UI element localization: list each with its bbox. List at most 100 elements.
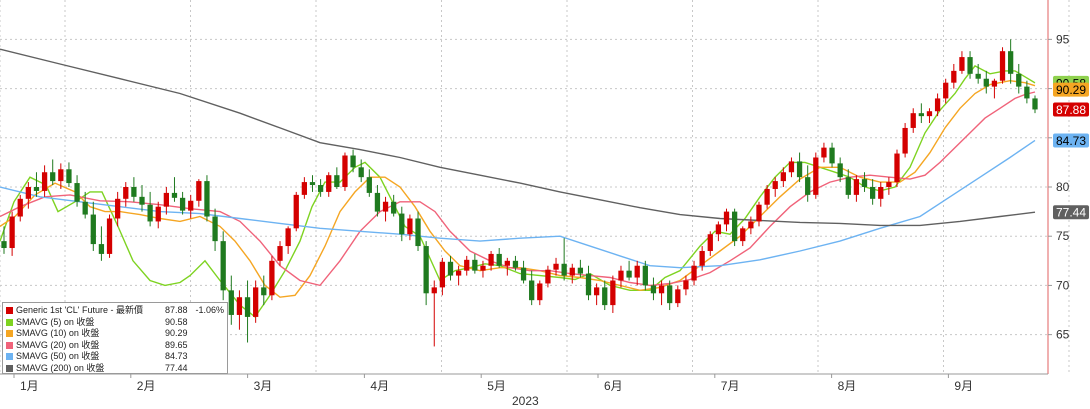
candle-body	[488, 253, 494, 266]
legend-series-value: 89.65	[164, 339, 188, 350]
candle-body	[756, 204, 762, 222]
candle-body	[334, 175, 340, 187]
candle-body	[723, 211, 730, 225]
candle-body	[407, 218, 413, 235]
candle-body	[464, 259, 470, 271]
candle-body	[171, 192, 178, 198]
candle-body	[123, 187, 129, 199]
candle-body	[593, 287, 600, 296]
candle-body	[796, 161, 803, 178]
candle-body	[553, 263, 559, 270]
y-tick-label: 70	[1056, 278, 1070, 292]
candle-body	[715, 224, 722, 235]
candle-body	[577, 267, 584, 274]
price-tag-label: 77.44	[1056, 206, 1086, 220]
candle-body	[902, 127, 908, 154]
candle-body	[845, 177, 851, 195]
legend-swatch	[6, 364, 13, 372]
candle-body	[66, 169, 72, 184]
x-tick-label: 2月	[137, 379, 156, 393]
y-tick-label: 65	[1056, 328, 1070, 342]
candle-body	[41, 172, 48, 191]
legend-swatch	[6, 318, 13, 326]
candle-body	[415, 218, 421, 247]
candle-body	[472, 259, 478, 271]
candle-body	[131, 187, 137, 197]
candle-body	[82, 201, 88, 215]
candle-body	[650, 285, 657, 294]
price-tag-label: 84.73	[1056, 134, 1086, 148]
legend-series-name: SMAVG (5) on 收盤	[16, 316, 95, 327]
candle-body	[512, 260, 519, 268]
candle-body	[33, 187, 40, 191]
candle-body	[707, 234, 713, 251]
candle-body	[17, 198, 23, 217]
x-tick-label: 7月	[721, 379, 740, 393]
x-tick-label: 6月	[604, 379, 623, 393]
candle-body	[934, 98, 941, 112]
candle-body	[991, 80, 998, 87]
candle-body	[496, 253, 502, 266]
candle-body	[342, 155, 348, 187]
candle-body	[90, 214, 96, 245]
candle-body	[967, 57, 973, 74]
candle-body	[358, 167, 364, 178]
candle-body	[163, 192, 170, 207]
legend-series-name: SMAVG (200) on 收盤	[16, 362, 105, 373]
candle-body	[504, 260, 510, 266]
candle-body	[805, 177, 811, 195]
candle-body	[569, 267, 575, 276]
candle-body	[642, 265, 648, 286]
candle-body	[179, 197, 186, 211]
y-tick-label: 95	[1056, 32, 1070, 46]
series-line	[0, 79, 1036, 298]
candle-body	[228, 290, 234, 315]
candle-body	[326, 175, 332, 192]
candle-body	[959, 57, 965, 71]
series-line	[0, 65, 1036, 318]
candle-body	[691, 265, 697, 281]
candle-body	[391, 201, 397, 214]
legend-swatch	[6, 307, 13, 315]
candle-body	[236, 297, 243, 315]
candle-body	[480, 265, 486, 271]
year-label: 2023	[512, 394, 539, 408]
candle-body	[399, 213, 405, 235]
candle-body	[147, 204, 153, 222]
candle-body	[780, 172, 786, 182]
candle-body	[529, 280, 535, 301]
candle-body	[309, 182, 316, 186]
legend-title: Generic 1st 'CL' Future - 最新價	[16, 305, 143, 315]
legend-series-value: 77.44	[164, 362, 188, 373]
candle-body	[602, 287, 608, 306]
legend-series-name: SMAVG (50) on 收盤	[16, 351, 100, 361]
candle-body	[772, 181, 778, 189]
candle-body	[894, 153, 900, 183]
candle-body	[74, 183, 80, 202]
price-tag-label: 87.88	[1056, 103, 1086, 117]
candle-body	[374, 192, 381, 212]
legend-title-change: -1.06%	[195, 305, 224, 315]
candle-body	[618, 270, 624, 281]
candle-body	[1024, 86, 1030, 99]
x-tick-label: 4月	[370, 379, 389, 393]
candle-body	[25, 187, 31, 199]
candle-body	[788, 161, 795, 173]
candle-body	[317, 185, 324, 192]
x-tick-label: 5月	[487, 379, 506, 393]
candle-body	[204, 181, 210, 217]
candle-body	[610, 280, 616, 306]
candle-body	[926, 111, 933, 117]
candle-body	[261, 287, 267, 296]
candle-body	[626, 270, 632, 278]
legend-swatch	[6, 341, 13, 349]
series-line	[0, 139, 1036, 269]
y-tick-label: 75	[1056, 229, 1070, 243]
candle-body	[1, 241, 7, 249]
candle-body	[731, 211, 738, 242]
candle-body	[869, 187, 876, 199]
price-tag	[1053, 82, 1089, 97]
